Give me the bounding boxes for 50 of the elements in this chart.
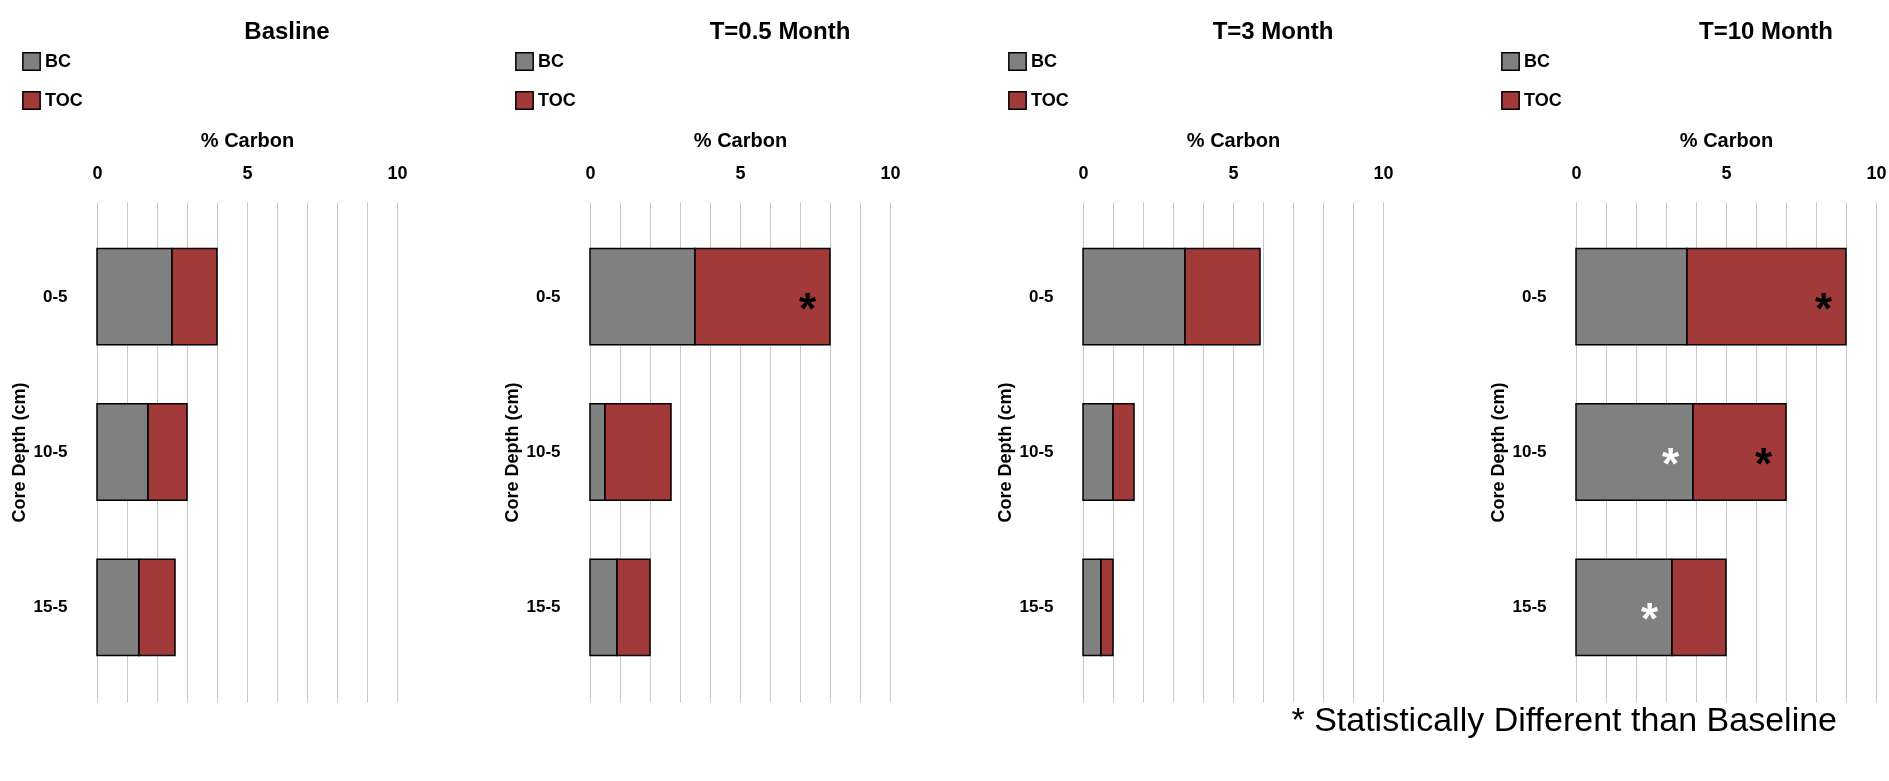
chart-title: T=3 Month xyxy=(1212,17,1334,44)
y-tick-label: 10-5 xyxy=(1512,442,1547,461)
y-axis-title: Core Depth (cm) xyxy=(9,382,30,523)
x-tick-label: 10 xyxy=(1866,162,1887,183)
legend-label: BC xyxy=(45,50,71,71)
chart-title: Basline xyxy=(244,17,330,44)
annotation: * xyxy=(1661,439,1680,488)
x-tick-label: 5 xyxy=(735,162,746,183)
legend-label: BC xyxy=(538,50,564,71)
x-tick-label: 10 xyxy=(387,162,408,183)
y-tick-label: 15-5 xyxy=(1019,597,1054,617)
annotation: * Statistically Different than Baseline xyxy=(1291,700,1837,738)
y-axis-title: Core Depth (cm) xyxy=(1488,382,1509,523)
x-axis-title: % Carbon xyxy=(1679,128,1774,151)
y-axis-title: Core Depth (cm) xyxy=(995,382,1016,523)
x-tick-label: 5 xyxy=(1228,162,1239,183)
x-axis-title: % Carbon xyxy=(693,128,788,151)
x-tick-label: 0 xyxy=(585,162,596,183)
x-tick-label: 0 xyxy=(1571,162,1582,183)
y-tick-label: 0-5 xyxy=(1521,286,1547,306)
y-tick-label: 0-5 xyxy=(535,286,561,306)
annotation: * xyxy=(1754,439,1773,488)
x-tick-label: 0 xyxy=(1078,162,1089,183)
x-axis-title: % Carbon xyxy=(200,128,295,151)
y-tick-label: 0-5 xyxy=(42,286,68,306)
y-tick-label: 10-5 xyxy=(526,442,561,461)
legend-label: BC xyxy=(1031,50,1057,71)
annotation: * xyxy=(798,283,817,333)
y-tick-label: 15-5 xyxy=(526,597,561,617)
y-tick-label: 0-5 xyxy=(1028,286,1054,306)
x-axis-title: % Carbon xyxy=(1186,128,1281,151)
legend-label: TOC xyxy=(538,89,576,110)
legend-label: TOC xyxy=(1031,89,1069,110)
legend-label: TOC xyxy=(45,89,83,110)
y-tick-label: 10-5 xyxy=(1019,442,1054,461)
y-tick-label: 10-5 xyxy=(33,442,68,461)
y-tick-label: 15-5 xyxy=(33,597,68,617)
legend-label: BC xyxy=(1524,50,1550,71)
x-tick-label: 10 xyxy=(1373,162,1394,183)
chart-title: T=10 Month xyxy=(1698,17,1834,44)
annotation: * xyxy=(1640,594,1659,644)
y-tick-label: 15-5 xyxy=(1512,597,1547,617)
annotation: * xyxy=(1814,283,1833,333)
legend-label: TOC xyxy=(1524,89,1562,110)
x-tick-label: 10 xyxy=(880,162,901,183)
chart-title: T=0.5 Month xyxy=(709,17,851,44)
y-axis-title: Core Depth (cm) xyxy=(502,382,523,523)
x-tick-label: 0 xyxy=(92,162,103,183)
x-tick-label: 5 xyxy=(242,162,253,183)
x-tick-label: 5 xyxy=(1721,162,1732,183)
